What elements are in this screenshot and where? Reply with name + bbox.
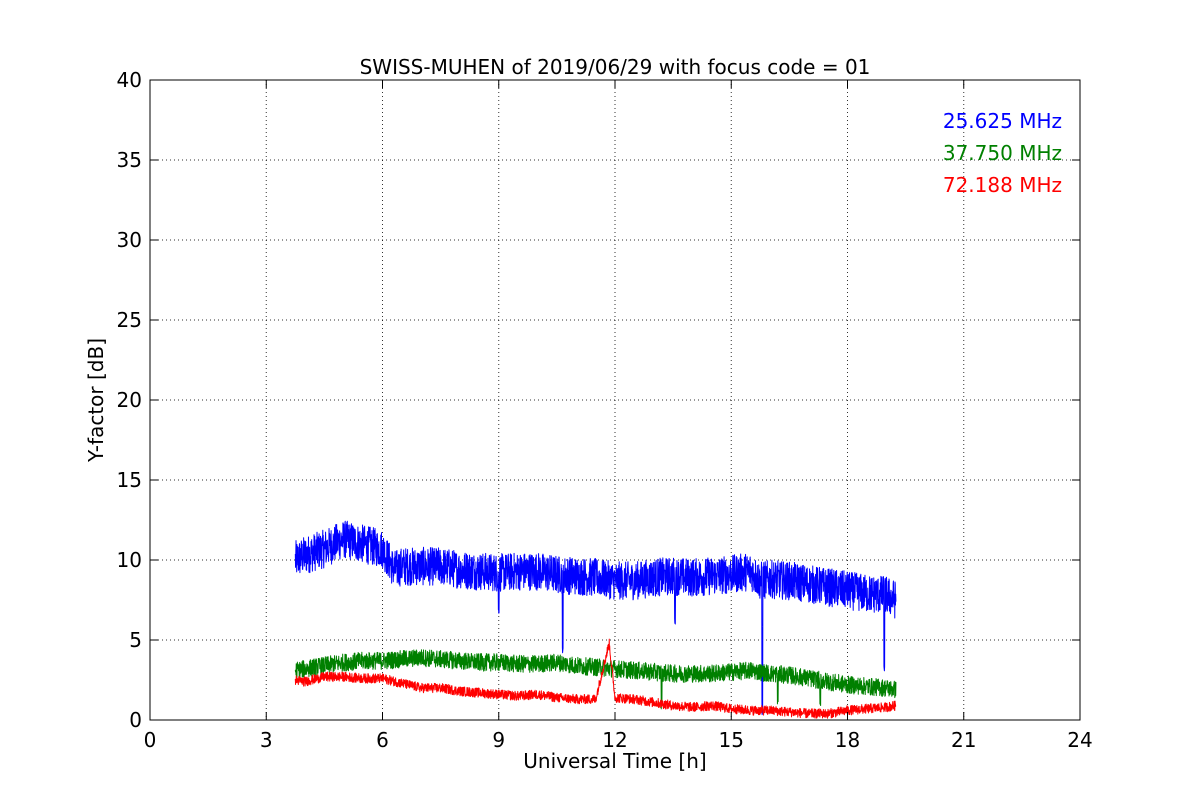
y-tick-label: 10 (117, 548, 142, 572)
y-tick-label: 40 (117, 68, 142, 92)
y-axis-label: Y-factor [dB] (84, 338, 108, 463)
legend-entry-3: 72.188 MHz (943, 173, 1062, 197)
y-tick-label: 5 (129, 628, 142, 652)
series-line-2 (294, 649, 897, 710)
y-tick-label: 20 (117, 388, 142, 412)
x-tick-label: 18 (835, 728, 860, 752)
grid (150, 80, 1080, 720)
x-tick-label: 21 (951, 728, 976, 752)
x-tick-label: 12 (602, 728, 627, 752)
y-tick-label: 0 (129, 708, 142, 732)
x-axis-label: Universal Time [h] (523, 749, 706, 773)
legend: 25.625 MHz 37.750 MHz 72.188 MHz (943, 109, 1062, 197)
legend-entry-2: 37.750 MHz (943, 141, 1062, 165)
x-tick-label: 0 (144, 728, 157, 752)
series-line-1 (294, 520, 897, 716)
y-tick-label: 25 (117, 308, 142, 332)
axis-ticks: 0 3 6 9 12 15 18 21 24 0 5 10 15 20 25 30 35 40 (117, 68, 1093, 752)
x-tick-label: 6 (376, 728, 389, 752)
x-tick-label: 24 (1067, 728, 1092, 752)
y-tick-label: 35 (117, 148, 142, 172)
legend-entry-1: 25.625 MHz (943, 109, 1062, 133)
x-tick-label: 9 (492, 728, 505, 752)
chart-title: SWISS-MUHEN of 2019/06/29 with focus cod… (360, 55, 871, 79)
x-tick-label: 3 (260, 728, 273, 752)
plot-series (294, 520, 897, 719)
x-tick-label: 15 (719, 728, 744, 752)
y-tick-label: 15 (117, 468, 142, 492)
y-tick-label: 30 (117, 228, 142, 252)
series-line-3 (294, 638, 897, 719)
